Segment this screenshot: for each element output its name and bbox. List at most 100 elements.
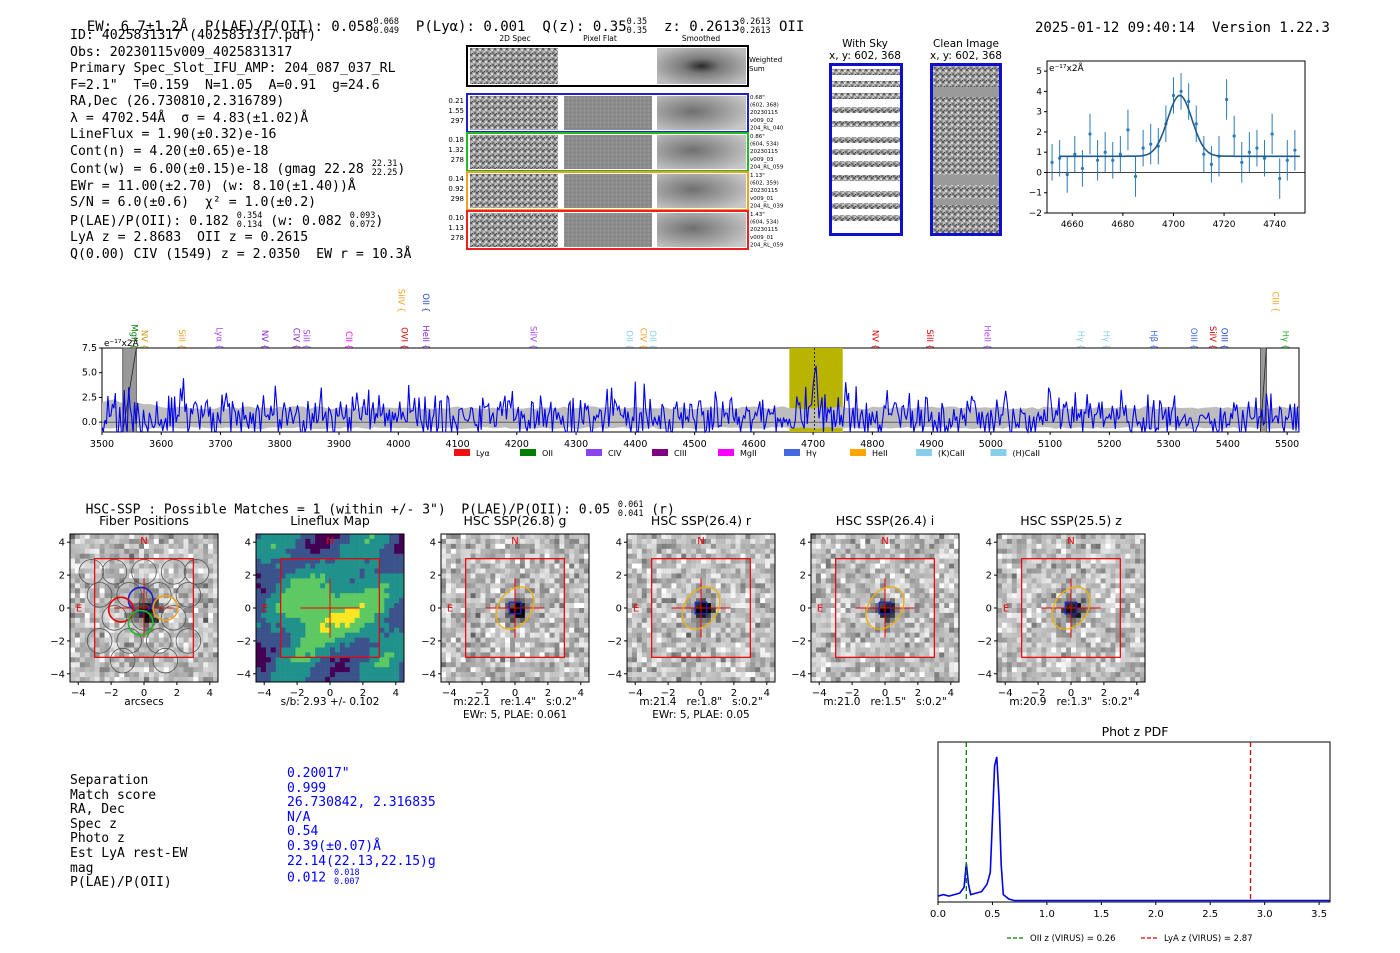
with-sky-label: With Sky [842, 38, 888, 50]
hsc-ytick-label: 0 [986, 604, 992, 615]
info-contw: Cont(w) = 6.00(±0.15)e-18 (gmag 22.28 22… [70, 160, 411, 179]
hsc-panel-title: HSC SSP(26.8) g [463, 513, 567, 528]
hsc-east-label: E [817, 603, 823, 614]
hsc-east-label: E [76, 603, 82, 614]
spec-xtick-label: 3800 [268, 439, 292, 450]
spec-line-label: OIII { [1188, 328, 1198, 350]
spec-xtick-label: 4700 [801, 439, 825, 450]
hsc-ytick-label: −2 [236, 636, 251, 647]
hsc-xtick-label: 4 [764, 688, 770, 699]
spec-line-label-text: SiII [924, 329, 934, 342]
hsc-panel-caption: s/b: 2.93 +/- 0.102 [280, 696, 380, 708]
hsc-panel-title: Lineflux Map [290, 513, 370, 528]
sky-stripe [832, 107, 900, 113]
spec-line-label-text: SiIV [395, 289, 405, 305]
spec-line-label-brace: { [1188, 344, 1198, 349]
hsc-ytick-label: −2 [50, 636, 65, 647]
info-lambda: λ = 4702.54Å σ = 4.83(±1.02)Å [70, 110, 309, 126]
cutout-row-side: (602, 368) [750, 103, 779, 109]
match-value: 0.54 [287, 824, 319, 840]
hsc-xtick-label: 2 [1101, 688, 1107, 699]
hsc-ytick-label: 0 [245, 604, 251, 615]
hsc-ytick-label: 4 [59, 538, 65, 549]
sky-stripe [832, 161, 900, 167]
photz-xtick-label: 3.5 [1311, 909, 1327, 920]
spec-ytick-label: 5.0 [82, 368, 97, 379]
spec-line-label-text: MgII [129, 324, 139, 342]
cutout-row-side: v009_03 [750, 157, 774, 163]
zoom-point [1171, 93, 1176, 98]
hsc-east-label: E [633, 603, 639, 614]
fiber-circle [131, 559, 157, 585]
hsc-aperture-ellipse [1051, 586, 1091, 630]
fiber-circle [109, 647, 136, 674]
fiber-circle [175, 582, 202, 608]
spec-ytick-label: 2.5 [82, 392, 97, 403]
zoom-point [1050, 160, 1054, 164]
zoom-point [1133, 174, 1138, 179]
hsc-xtick-label: −4 [257, 688, 272, 699]
zoom-ytick-label: −1 [1029, 189, 1042, 199]
cutout-row-side: 1.43" [750, 212, 765, 218]
photz-pdf-line [937, 756, 1330, 902]
fiber-circle [146, 582, 172, 608]
zoom-ytick-label: 4 [1036, 87, 1042, 97]
match-plae-lo: 0.007 [333, 877, 360, 888]
spec-line-label-brace: { [1075, 344, 1085, 349]
spec-line-label: MgII { [129, 324, 139, 349]
hsc-panel-caption: m:21.4 re:1.8" s:0.2" [639, 696, 763, 708]
cutout-row-meta: 0.10 [448, 214, 464, 222]
match-label: Match score [70, 787, 157, 803]
spec-line-label-text: OII [623, 330, 633, 342]
zoom-point [1278, 176, 1282, 181]
hsc-ytick-label: −2 [791, 636, 806, 647]
hsc-pixels [811, 534, 960, 683]
spec-legend-swatch [990, 449, 1007, 456]
cutout-pixelflat [564, 96, 652, 130]
with-sky-image [829, 63, 903, 236]
spec-line-label-text: OVI [398, 327, 408, 342]
sky-stripe [832, 149, 900, 155]
cutout-pixelflat [564, 135, 652, 169]
hsc-east-label: E [262, 603, 268, 614]
clean-band [933, 199, 999, 205]
hsc-pixels [441, 534, 590, 683]
sky-stripe [832, 69, 900, 75]
sky-stripe [832, 81, 900, 87]
zoom-ytick-label: 3 [1036, 108, 1042, 118]
fiber-circle [78, 559, 105, 585]
spec-line-label-brace: { [139, 344, 149, 349]
hsc-xtick-label: 2 [731, 688, 737, 699]
photz-xtick-label: 1.0 [1039, 909, 1055, 920]
hsc-ytick-label: 0 [616, 604, 622, 615]
spec-line-label: OII { [647, 330, 657, 349]
hsc-xtick-label: −2 [475, 688, 490, 699]
zoom-point [1209, 162, 1214, 166]
match-value: 0.999 [287, 780, 327, 796]
info-ewr: EWr = 11.00(±2.70) (w: 8.10(±1.40))Å [70, 178, 356, 194]
header-plae: P(LAE)/P(OII): 0.058 [204, 19, 374, 35]
cutout-2dspec [470, 174, 558, 208]
hsc-ytick-label: −2 [977, 636, 992, 647]
sky-stripe [832, 121, 900, 127]
hsc-panel-title: HSC SSP(26.4) i [835, 513, 935, 528]
spec-xtick-label: 4500 [682, 439, 706, 450]
hsc-xtick-label: 4 [578, 688, 584, 699]
hsc-title-text: HSC-SSP : Possible Matches = 1 (within +… [85, 502, 611, 518]
match-plae-hi: 0.018 [333, 868, 360, 879]
hsc-ytick-label: 2 [59, 571, 65, 582]
col-title-pixelflat: Pixel Flat [583, 34, 617, 43]
photz-legend: OII z (VIRUS) = 0.26 LyA z (VIRUS) = 2.8… [1007, 934, 1253, 944]
hsc-aperture-box [465, 558, 565, 658]
sky-stripe [832, 191, 900, 197]
hsc-title-hi: 0.061 [617, 500, 644, 510]
spec-line-label: OVI { [398, 327, 408, 349]
match-value-plae: 0.012 0.018 0.007 [287, 869, 436, 887]
hsc-xtick-label: −2 [104, 688, 119, 699]
zoom-xtick-label: 4660 [1061, 220, 1084, 230]
spec-legend-label: MgII [740, 449, 757, 458]
hsc-title: HSC-SSP : Possible Matches = 1 (within +… [70, 486, 675, 519]
hsc-panel-image: N E 4 2 0 −2 −4 −4 −2 0 2 4 [607, 533, 776, 699]
spec-line-label-text: Hγ [1100, 331, 1110, 342]
legend-lya: LyA z (VIRUS) = 2.87 [1164, 934, 1253, 944]
